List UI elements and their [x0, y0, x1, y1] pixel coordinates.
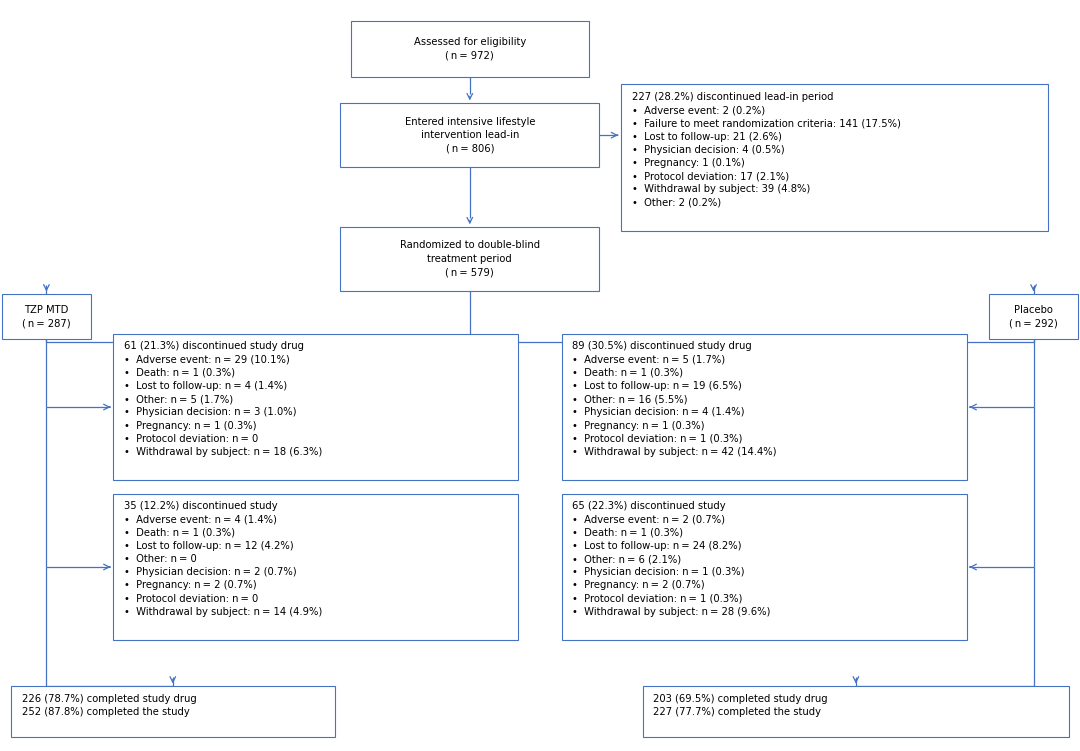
FancyBboxPatch shape — [340, 227, 599, 291]
Text: Placebo
( n = 292): Placebo ( n = 292) — [1009, 305, 1058, 329]
Text: 89 (30.5%) discontinued study drug
•  Adverse event: n = 5 (1.7%)
•  Death: n = : 89 (30.5%) discontinued study drug • Adv… — [572, 341, 777, 457]
FancyBboxPatch shape — [113, 494, 518, 640]
FancyBboxPatch shape — [113, 333, 518, 481]
Text: Assessed for eligibility
( n = 972): Assessed for eligibility ( n = 972) — [414, 37, 526, 61]
Text: 61 (21.3%) discontinued study drug
•  Adverse event: n = 29 (10.1%)
•  Death: n : 61 (21.3%) discontinued study drug • Adv… — [124, 341, 323, 457]
FancyBboxPatch shape — [2, 294, 91, 339]
Text: TZP MTD
( n = 287): TZP MTD ( n = 287) — [22, 305, 71, 329]
FancyBboxPatch shape — [351, 20, 589, 77]
FancyBboxPatch shape — [340, 103, 599, 167]
FancyBboxPatch shape — [643, 686, 1069, 737]
FancyBboxPatch shape — [621, 85, 1048, 231]
Text: 65 (22.3%) discontinued study
•  Adverse event: n = 2 (0.7%)
•  Death: n = 1 (0.: 65 (22.3%) discontinued study • Adverse … — [572, 502, 771, 617]
FancyBboxPatch shape — [562, 494, 967, 640]
FancyBboxPatch shape — [562, 333, 967, 481]
Text: 203 (69.5%) completed study drug
227 (77.7%) completed the study: 203 (69.5%) completed study drug 227 (77… — [653, 694, 828, 717]
Text: 226 (78.7%) completed study drug
252 (87.8%) completed the study: 226 (78.7%) completed study drug 252 (87… — [22, 694, 197, 717]
Text: 35 (12.2%) discontinued study
•  Adverse event: n = 4 (1.4%)
•  Death: n = 1 (0.: 35 (12.2%) discontinued study • Adverse … — [124, 502, 323, 617]
FancyBboxPatch shape — [989, 294, 1078, 339]
FancyBboxPatch shape — [11, 686, 335, 737]
Text: Randomized to double-blind
treatment period
( n = 579): Randomized to double-blind treatment per… — [400, 240, 540, 278]
Text: Entered intensive lifestyle
intervention lead-in
( n = 806): Entered intensive lifestyle intervention… — [405, 116, 535, 154]
Text: 227 (28.2%) discontinued lead-in period
•  Adverse event: 2 (0.2%)
•  Failure to: 227 (28.2%) discontinued lead-in period … — [632, 92, 901, 207]
